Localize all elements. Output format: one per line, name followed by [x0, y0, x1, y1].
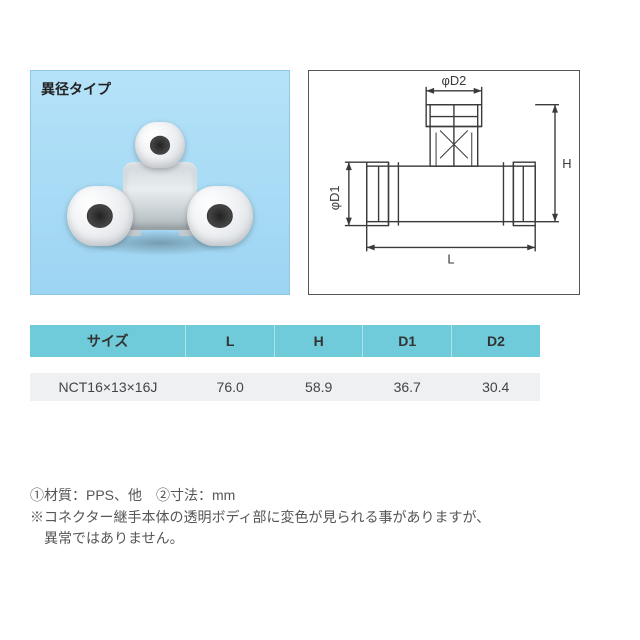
td-l: 76.0 — [186, 373, 275, 401]
td-size: NCT16×13×16J — [30, 373, 186, 401]
table-row: NCT16×13×16J 76.0 58.9 36.7 30.4 — [30, 373, 540, 401]
product-photo-panel: 異径タイプ — [30, 70, 290, 295]
th-l: L — [186, 325, 275, 357]
td-h: 58.9 — [274, 373, 363, 401]
dim-h-label: H — [562, 156, 571, 171]
spec-table: サイズ L H D1 D2 NCT16×13×16J 76.0 58.9 36.… — [30, 325, 540, 401]
product-type-label: 異径タイプ — [41, 79, 111, 99]
technical-drawing: L H φD1 φD2 — [308, 70, 580, 295]
th-size: サイズ — [30, 325, 186, 357]
figures-row: 異径タイプ — [30, 70, 610, 295]
th-h: H — [274, 325, 363, 357]
dim-d1-label: φD1 — [327, 185, 342, 210]
dim-d2-label: φD2 — [442, 73, 467, 88]
note-line-1: ①材質：PPS、他 ②寸法：mm — [30, 485, 490, 507]
td-d2: 30.4 — [451, 373, 540, 401]
td-d1: 36.7 — [363, 373, 452, 401]
notes-block: ①材質：PPS、他 ②寸法：mm ※コネクター継手本体の透明ボディ部に変色が見ら… — [30, 485, 490, 550]
note-line-2: ※コネクター継手本体の透明ボディ部に変色が見られる事がありますが、 — [30, 507, 490, 529]
table-header-row: サイズ L H D1 D2 — [30, 325, 540, 357]
note-line-3: 異常ではありません。 — [30, 528, 490, 550]
th-d2: D2 — [451, 325, 540, 357]
th-d1: D1 — [363, 325, 452, 357]
dim-l-label: L — [447, 251, 454, 266]
fitting-illustration — [65, 116, 255, 266]
